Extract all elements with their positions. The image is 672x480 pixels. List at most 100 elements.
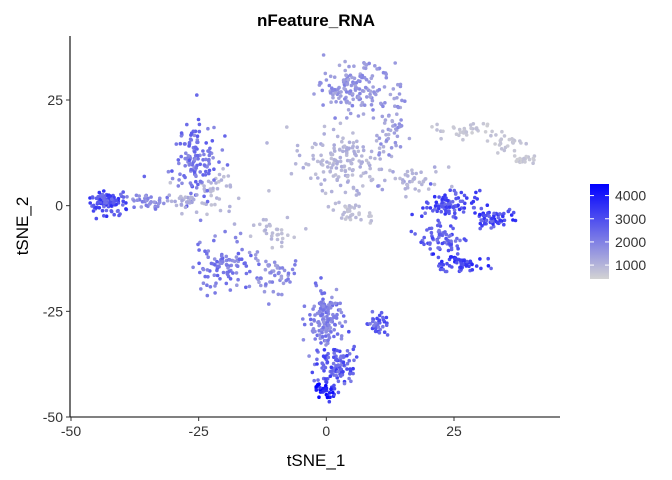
data-point: [201, 158, 205, 162]
data-point: [328, 74, 333, 79]
data-point: [386, 114, 391, 118]
data-point: [440, 200, 445, 205]
data-point: [325, 360, 330, 364]
data-point: [390, 119, 395, 124]
data-point: [308, 317, 313, 322]
data-point: [340, 372, 345, 377]
data-point: [420, 182, 424, 187]
data-point: [247, 284, 252, 289]
data-point: [449, 239, 453, 243]
data-point: [345, 349, 350, 353]
data-point: [347, 358, 352, 363]
data-point: [165, 198, 170, 203]
data-point: [213, 202, 217, 207]
data-point: [437, 228, 441, 233]
data-point: [198, 270, 202, 275]
data-point: [512, 148, 517, 153]
data-point: [345, 82, 350, 87]
data-point: [421, 179, 426, 183]
data-point: [444, 196, 448, 200]
data-point: [377, 318, 382, 323]
data-point: [265, 141, 269, 145]
data-point: [187, 144, 191, 148]
data-point: [368, 155, 373, 160]
data-point: [395, 134, 400, 139]
data-point: [360, 154, 364, 158]
data-point: [342, 381, 347, 386]
data-point: [394, 143, 398, 148]
data-point: [453, 211, 457, 215]
data-point: [354, 86, 358, 90]
data-point: [228, 277, 233, 281]
data-point: [248, 269, 252, 274]
data-point: [188, 137, 193, 141]
data-point: [96, 200, 100, 205]
data-point: [297, 153, 302, 158]
data-point: [264, 218, 268, 222]
data-point: [512, 154, 517, 158]
data-point: [176, 158, 181, 162]
data-point: [343, 217, 348, 221]
data-point: [337, 200, 341, 205]
data-point: [331, 208, 336, 212]
data-point: [321, 304, 326, 308]
data-point: [401, 180, 405, 185]
data-point: [328, 305, 333, 310]
data-point: [334, 373, 339, 378]
data-point: [324, 78, 329, 82]
data-point: [458, 130, 463, 134]
data-point: [412, 176, 417, 181]
y-axis-title: tSNE_2: [13, 197, 32, 256]
data-point: [355, 139, 359, 144]
data-point: [191, 265, 195, 270]
data-point: [184, 151, 188, 155]
data-point: [97, 206, 102, 210]
data-point: [334, 166, 339, 170]
data-point: [330, 89, 335, 93]
data-point: [196, 117, 201, 122]
data-point: [527, 157, 532, 162]
data-point: [188, 195, 193, 200]
data-point: [197, 122, 202, 127]
data-point: [429, 230, 434, 235]
data-point: [445, 261, 449, 266]
data-point: [119, 192, 123, 197]
data-point: [243, 261, 247, 265]
data-point: [112, 212, 116, 217]
data-point: [419, 240, 423, 245]
data-point: [371, 85, 375, 89]
data-point: [449, 245, 454, 250]
data-point: [202, 194, 206, 199]
data-point: [302, 322, 307, 327]
data-point: [446, 202, 451, 206]
data-point: [195, 93, 199, 97]
data-point: [377, 313, 382, 318]
data-point: [387, 153, 391, 157]
data-point: [339, 90, 343, 94]
data-point: [263, 267, 268, 272]
data-point: [424, 200, 429, 204]
data-point: [187, 158, 192, 162]
data-point: [217, 197, 222, 201]
data-point: [388, 92, 393, 97]
data-point: [354, 355, 359, 359]
data-point: [206, 249, 211, 253]
data-point: [432, 194, 437, 199]
data-point: [370, 309, 375, 314]
data-point: [269, 270, 273, 275]
data-point: [275, 227, 280, 232]
data-point: [313, 172, 318, 176]
data-point: [355, 188, 359, 193]
data-point: [236, 251, 241, 256]
data-point: [179, 154, 183, 159]
data-point: [144, 203, 149, 208]
data-point: [478, 221, 483, 226]
data-point: [324, 387, 328, 391]
data-point: [218, 208, 223, 213]
data-point: [396, 82, 400, 87]
data-point: [202, 187, 207, 191]
data-point: [378, 157, 383, 161]
data-point: [292, 235, 297, 240]
data-point: [351, 366, 355, 371]
data-point: [215, 273, 220, 278]
